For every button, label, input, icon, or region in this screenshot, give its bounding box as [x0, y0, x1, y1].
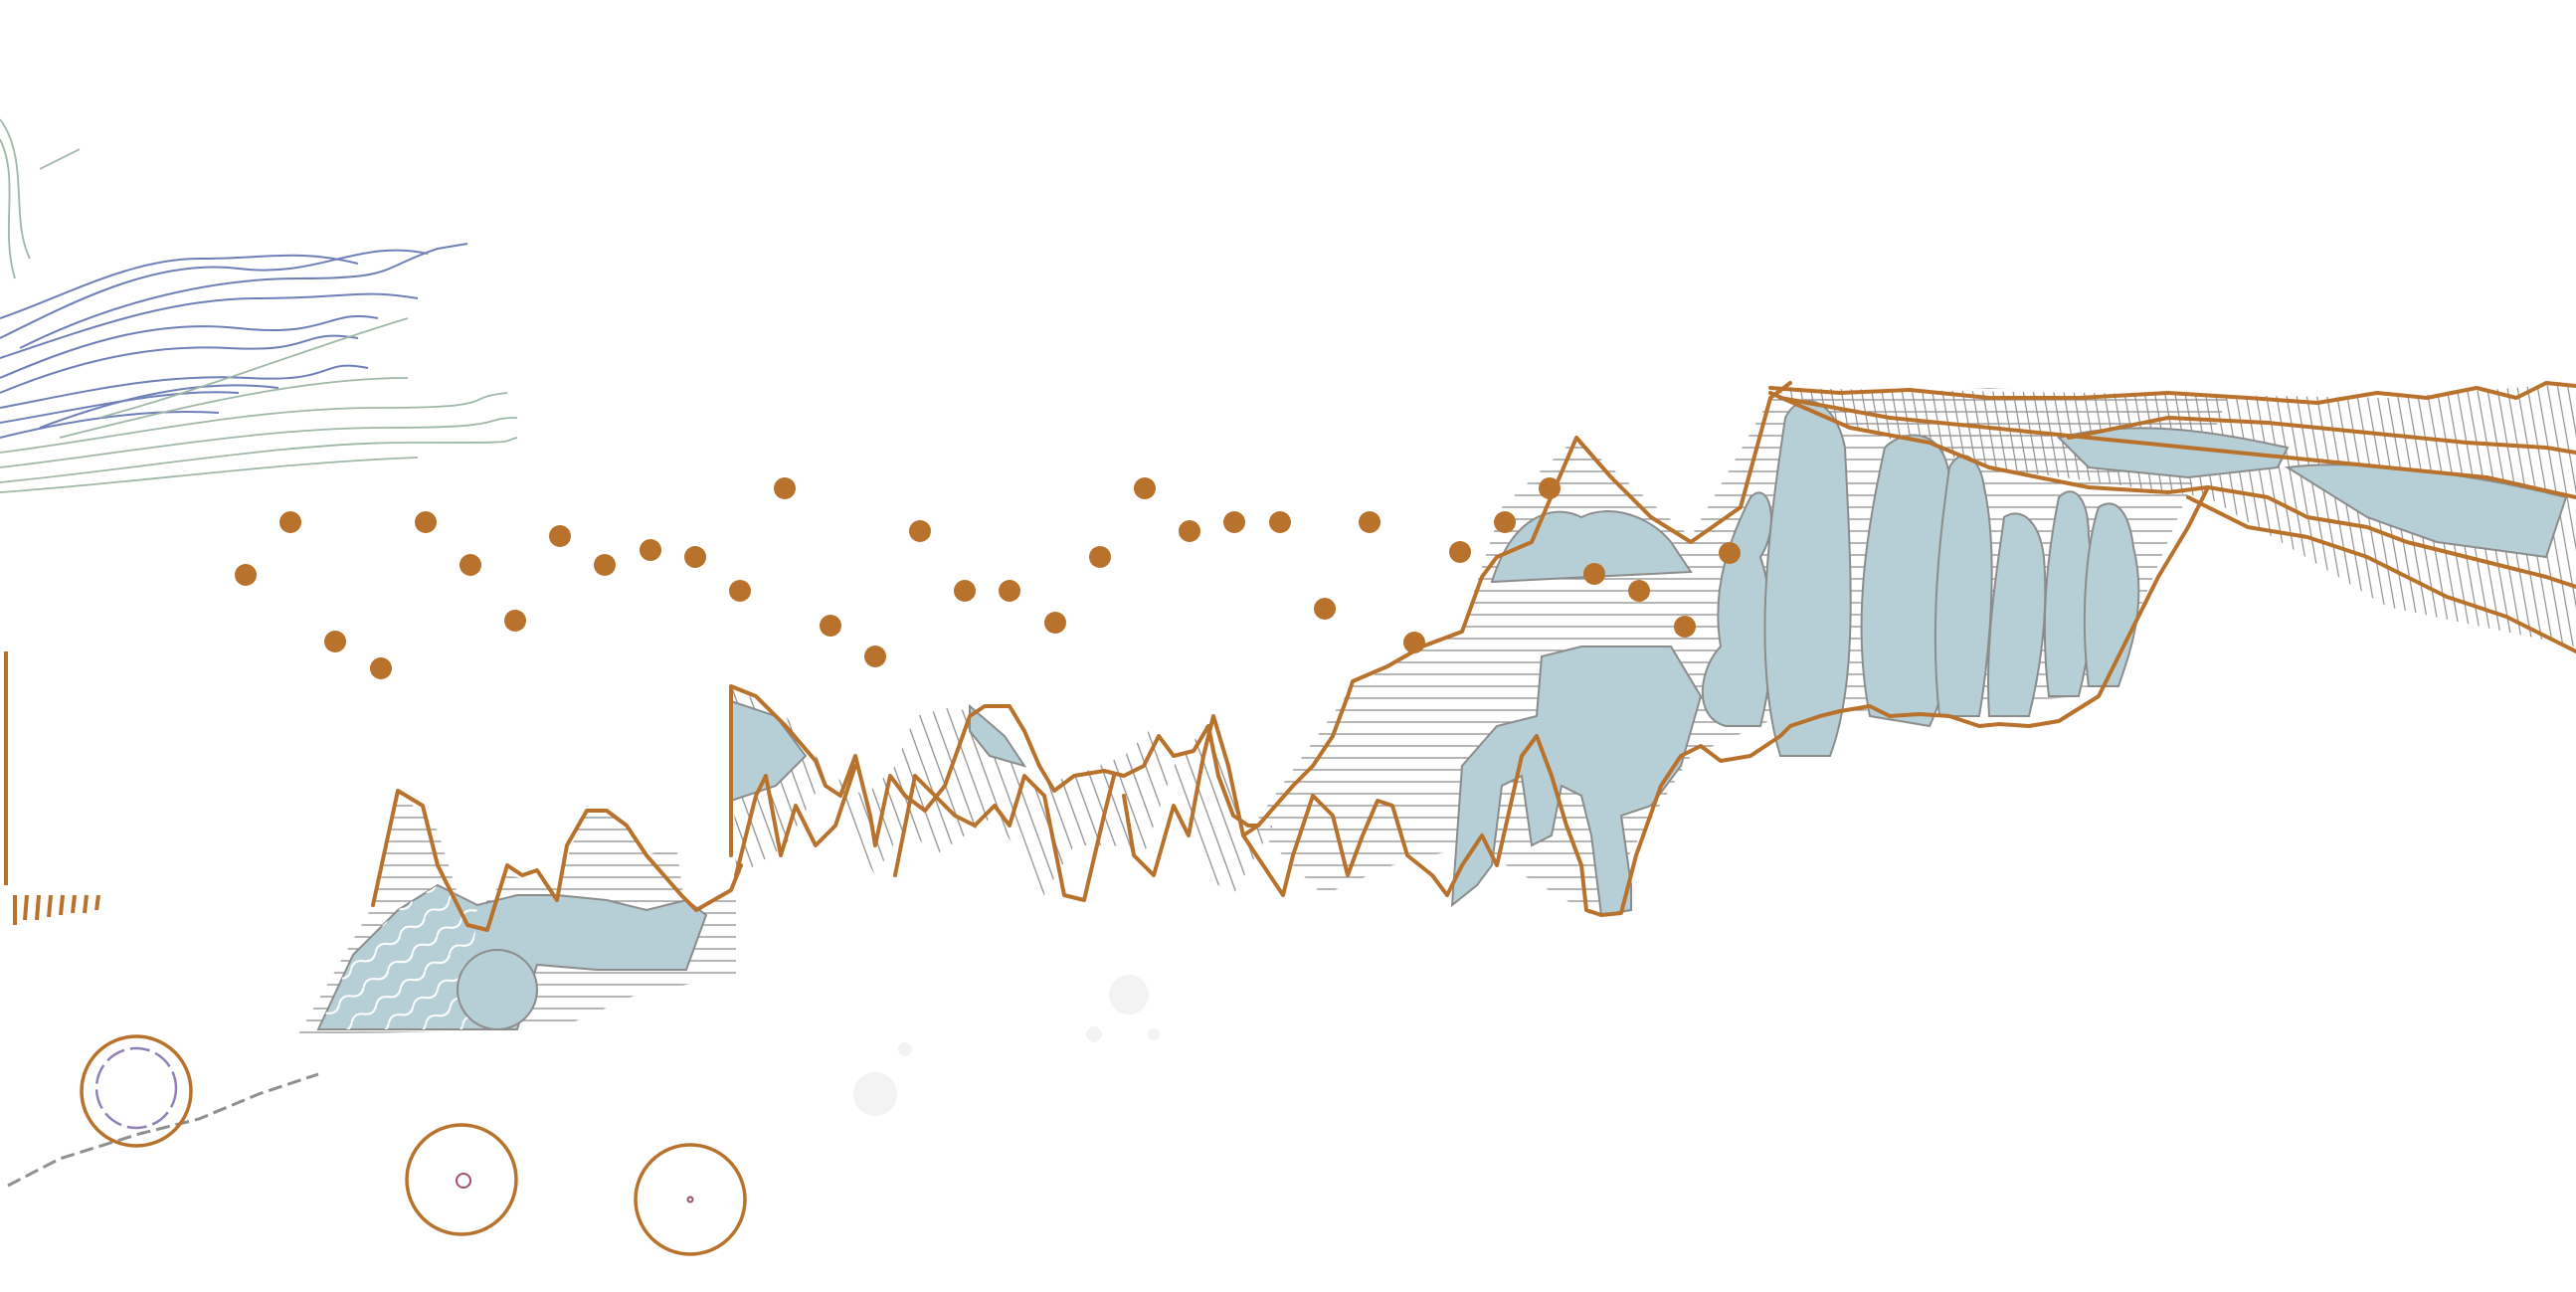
orange-tick-marks: [4, 651, 100, 925]
flow-lines-blue: [0, 243, 468, 439]
ridge-outline: [371, 381, 2576, 932]
flow-lines-green: [0, 118, 518, 493]
faint-smudges: [853, 975, 1160, 1116]
ring-circles: [80, 1034, 747, 1256]
scattered-dots: [235, 477, 1741, 679]
dashed-trail: [7, 1072, 319, 1188]
